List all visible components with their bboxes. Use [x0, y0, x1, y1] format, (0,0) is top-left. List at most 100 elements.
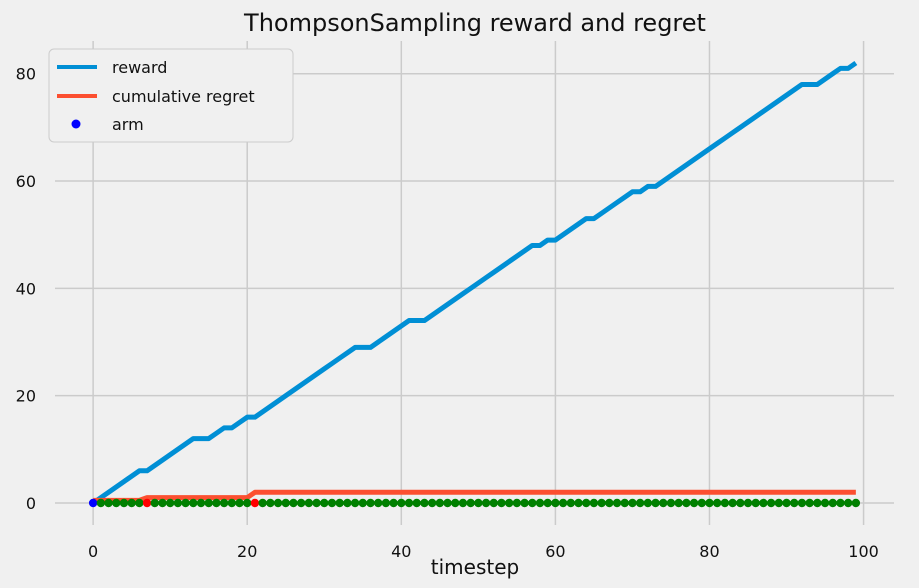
arm-point-7 — [142, 498, 152, 508]
arm-point-48 — [458, 498, 468, 508]
arm-point-47 — [451, 498, 460, 508]
arm-point-45 — [435, 498, 445, 508]
arm-point-81 — [712, 498, 722, 508]
arm-point-51 — [481, 498, 491, 508]
arm-point-89 — [774, 498, 784, 508]
arm-point-67 — [605, 498, 614, 508]
arm-point-32 — [335, 498, 344, 508]
arm-point-86 — [751, 498, 760, 508]
legend: reward cumulative regret arm — [48, 48, 294, 143]
arm-point-36 — [366, 498, 375, 508]
y-tick-label-40: 40 — [16, 279, 36, 298]
arm-point-0 — [88, 498, 98, 508]
arm-point-40 — [397, 498, 406, 508]
arm-point-59 — [543, 498, 552, 508]
arm-point-6 — [135, 498, 144, 508]
arm-point-44 — [427, 498, 437, 508]
arm-point-3 — [112, 498, 121, 508]
arm-point-64 — [582, 498, 591, 508]
arm-point-63 — [574, 498, 583, 508]
arm-point-16 — [212, 498, 221, 508]
arm-point-21 — [250, 498, 260, 508]
legend-label-reward: reward — [112, 58, 167, 77]
x-tick-label-20: 20 — [237, 542, 257, 561]
x-axis-label: timestep — [431, 555, 519, 579]
tick-labels: 0 20 40 60 80 100 0 20 40 60 80 — [16, 65, 879, 561]
arm-point-8 — [150, 498, 159, 508]
arm-point-78 — [689, 498, 699, 508]
arm-point-2 — [104, 498, 113, 508]
arm-point-17 — [219, 498, 229, 508]
legend-label-cumulative-regret: cumulative regret — [112, 87, 255, 106]
arm-point-28 — [304, 498, 314, 508]
arm-point-52 — [489, 498, 498, 508]
arm-point-66 — [597, 498, 606, 508]
arm-point-42 — [412, 498, 421, 508]
y-tick-label-0: 0 — [26, 494, 36, 513]
arm-point-73 — [651, 498, 660, 508]
legend-label-arm: arm — [112, 115, 144, 134]
arm-point-92 — [797, 498, 807, 508]
arm-point-50 — [474, 498, 483, 508]
arm-point-24 — [273, 498, 283, 508]
arm-point-69 — [620, 498, 629, 508]
arm-point-99 — [851, 498, 861, 508]
arm-point-74 — [659, 498, 668, 508]
arm-point-20 — [243, 498, 252, 508]
arm-point-15 — [204, 498, 213, 508]
series-line-cumulative-regret — [93, 489, 856, 503]
arm-point-34 — [350, 498, 360, 508]
arm-point-87 — [759, 498, 768, 508]
arm-point-61 — [558, 498, 568, 508]
arm-point-5 — [127, 498, 136, 508]
arm-point-31 — [327, 498, 337, 508]
arm-point-19 — [235, 498, 244, 508]
arm-point-12 — [181, 498, 190, 508]
arm-point-96 — [828, 498, 837, 508]
series-layer — [88, 60, 861, 508]
arm-point-94 — [813, 498, 822, 508]
arm-point-35 — [358, 498, 367, 508]
y-tick-label-20: 20 — [16, 387, 36, 406]
arm-point-39 — [389, 498, 398, 508]
arm-point-57 — [528, 498, 537, 508]
arm-point-62 — [566, 498, 576, 508]
arm-point-65 — [589, 498, 599, 508]
arm-point-75 — [666, 498, 676, 508]
arm-point-80 — [705, 498, 714, 508]
arm-point-11 — [173, 498, 183, 508]
arm-point-10 — [165, 498, 175, 508]
arm-point-97 — [836, 498, 845, 508]
arm-point-90 — [782, 498, 791, 508]
arm-point-25 — [281, 498, 290, 508]
x-tick-label-80: 80 — [699, 542, 719, 561]
arm-point-4 — [119, 498, 129, 508]
arm-point-71 — [635, 498, 645, 508]
arm-point-95 — [820, 498, 830, 508]
arm-point-56 — [520, 498, 529, 508]
arm-point-68 — [612, 498, 622, 508]
legend-box — [48, 48, 294, 143]
arm-point-83 — [728, 498, 737, 508]
arm-point-77 — [682, 498, 691, 508]
arm-point-18 — [227, 498, 237, 508]
arm-point-53 — [497, 498, 506, 508]
arm-point-27 — [296, 498, 306, 508]
arm-point-46 — [443, 498, 452, 508]
x-tick-label-60: 60 — [545, 542, 565, 561]
arm-point-93 — [805, 498, 814, 508]
arm-point-37 — [373, 498, 383, 508]
arm-point-79 — [697, 498, 706, 508]
arm-point-30 — [320, 498, 329, 508]
arm-point-9 — [158, 498, 167, 508]
series-line-reward — [91, 60, 858, 506]
arm-point-43 — [420, 498, 429, 508]
x-tick-label-100: 100 — [848, 542, 879, 561]
legend-swatch-arm — [71, 119, 81, 129]
x-tick-label-40: 40 — [391, 542, 411, 561]
arm-point-22 — [258, 498, 267, 508]
arm-point-41 — [404, 498, 414, 508]
arm-point-13 — [189, 498, 198, 508]
arm-point-14 — [196, 498, 206, 508]
